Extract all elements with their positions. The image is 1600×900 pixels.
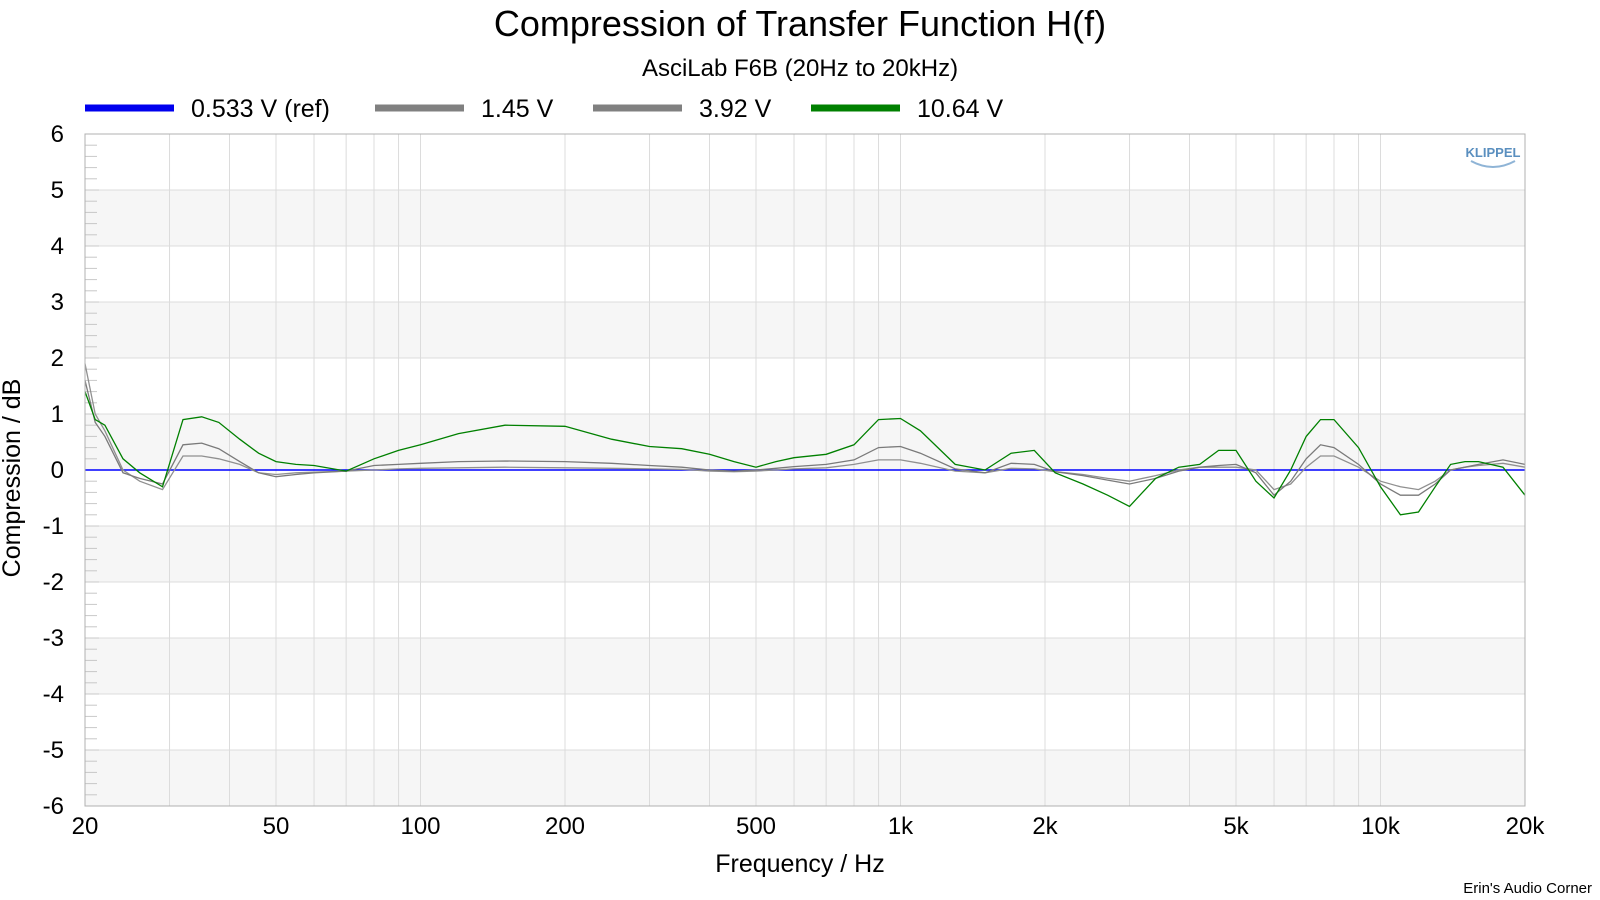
- legend-label-3: 10.64 V: [917, 95, 1004, 123]
- x-tick-label: 500: [736, 813, 776, 840]
- x-tick-label: 50: [263, 813, 290, 840]
- y-tick-label: 6: [51, 121, 64, 148]
- x-tick-labels: 20 50 100 200 500 1k 2k 5k 10k 20k: [72, 813, 1546, 840]
- x-tick-label: 20: [72, 813, 99, 840]
- y-axis-label: Compression / dB: [0, 379, 26, 578]
- plot-band: [85, 246, 1525, 302]
- x-tick-label: 20k: [1506, 813, 1546, 840]
- x-tick-label: 100: [400, 813, 440, 840]
- plot-band: [85, 134, 1525, 190]
- y-tick-label: 1: [51, 401, 64, 428]
- klippel-logo: KLIPPEL: [1466, 145, 1521, 168]
- x-tick-label: 1k: [888, 813, 914, 840]
- y-tick-label: -1: [43, 513, 64, 540]
- series-line-2: [84, 380, 1526, 497]
- y-tick-label: -4: [43, 681, 64, 708]
- plot-band: [85, 750, 1525, 806]
- plot-band: [85, 414, 1525, 470]
- x-tick-label: 5k: [1223, 813, 1249, 840]
- y-tick-labels: 6 5 4 3 2 1 0 -1 -2 -3 -4 -5 -6: [43, 121, 64, 820]
- y-tick-label: 5: [51, 177, 64, 204]
- legend: 0.533 V (ref) 1.45 V 3.92 V 10.64 V: [85, 95, 1004, 123]
- klippel-logo-text: KLIPPEL: [1466, 145, 1521, 160]
- chart-title: Compression of Transfer Function H(f): [494, 3, 1106, 44]
- chart-subtitle: AsciLab F6B (20Hz to 20kHz): [642, 55, 958, 82]
- y-tick-label: -6: [43, 793, 64, 820]
- plot-band: [85, 582, 1525, 638]
- plot-band: [85, 190, 1525, 246]
- x-tick-label: 10k: [1361, 813, 1401, 840]
- x-tick-label: 200: [545, 813, 585, 840]
- y-tick-label: -3: [43, 625, 64, 652]
- x-axis-label: Frequency / Hz: [715, 850, 885, 878]
- plot-frame: [84, 133, 1526, 807]
- plot-band: [85, 470, 1525, 526]
- klippel-logo-swoosh: [1470, 160, 1516, 168]
- plot-bands: [85, 134, 1525, 806]
- y-tick-label: -5: [43, 737, 64, 764]
- plot-band: [85, 638, 1525, 694]
- y-tick-label: 0: [51, 457, 64, 484]
- legend-label-0: 0.533 V (ref): [191, 95, 330, 123]
- y-tick-label: 3: [51, 289, 64, 316]
- credit-text: Erin's Audio Corner: [1463, 880, 1592, 897]
- y-tick-label: -2: [43, 569, 64, 596]
- legend-label-2: 3.92 V: [699, 95, 772, 123]
- legend-label-1: 1.45 V: [481, 95, 554, 123]
- y-tick-label: 2: [51, 345, 64, 372]
- x-tick-label: 2k: [1032, 813, 1058, 840]
- plot-band: [85, 302, 1525, 358]
- y-tick-label: 4: [51, 233, 64, 260]
- plot-band: [85, 358, 1525, 414]
- series-lines: [84, 363, 1526, 516]
- plot-band: [85, 694, 1525, 750]
- plot-band: [85, 526, 1525, 582]
- series-line-3: [84, 391, 1526, 516]
- series-line-1: [84, 363, 1526, 491]
